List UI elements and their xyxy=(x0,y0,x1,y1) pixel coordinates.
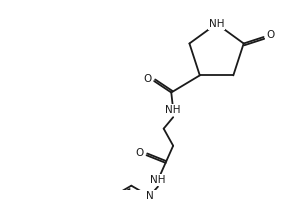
Text: O: O xyxy=(136,148,144,158)
Text: N: N xyxy=(146,191,153,200)
Text: O: O xyxy=(143,74,152,84)
Text: NH: NH xyxy=(209,19,224,29)
Text: NH: NH xyxy=(165,105,181,115)
Text: NH: NH xyxy=(150,175,166,185)
Text: O: O xyxy=(267,30,275,40)
